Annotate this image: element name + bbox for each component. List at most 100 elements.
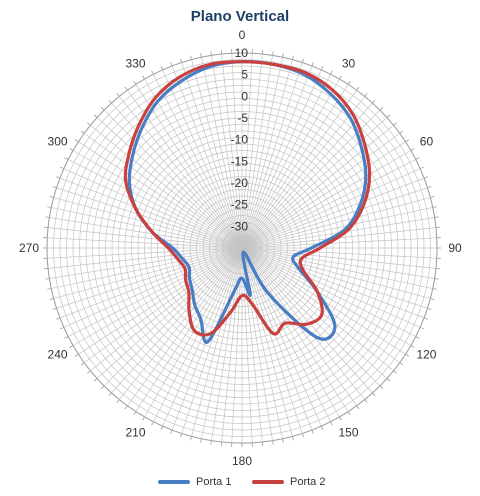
grid-spoke	[96, 247, 243, 379]
angle-tick-mark	[320, 425, 324, 430]
radial-tick-label: -5	[237, 111, 248, 125]
radial-tick-label: 5	[241, 68, 248, 82]
grid-spoke	[144, 247, 243, 418]
angle-tick-mark	[133, 411, 137, 416]
angle-tick-mark	[356, 86, 360, 91]
angle-tick-mark	[272, 440, 274, 445]
angle-tick-mark	[56, 317, 61, 320]
grid-spoke	[241, 54, 263, 249]
grid-spoke	[181, 62, 243, 249]
angle-tick-mark	[116, 399, 120, 403]
grid-spoke	[241, 207, 433, 249]
grid-spoke	[241, 247, 416, 337]
angle-tick-mark	[200, 53, 202, 58]
angle-tick-mark	[64, 336, 69, 339]
angle-tick-mark	[142, 416, 145, 421]
grid-spoke	[241, 168, 421, 249]
grid-spoke	[241, 65, 313, 249]
grid-spoke	[241, 150, 412, 249]
angle-label: 210	[125, 425, 145, 439]
radial-tick-label: -30	[231, 219, 249, 233]
angle-tick-mark	[80, 130, 85, 134]
angle-tick-mark	[427, 186, 432, 189]
angle-label: 300	[48, 135, 68, 149]
grid-spoke	[221, 247, 243, 442]
angle-tick-mark	[410, 345, 415, 348]
grid-spoke	[144, 78, 243, 249]
grid-spoke	[111, 102, 243, 249]
grid-spoke	[241, 197, 431, 249]
grid-spoke	[241, 247, 313, 431]
legend: Porta 1 Porta 2	[0, 476, 480, 494]
grid-spoke	[59, 177, 243, 249]
grid-spoke	[241, 90, 357, 249]
angle-tick-mark	[386, 378, 391, 382]
grid-spoke	[241, 96, 365, 249]
legend-item: Porta 2	[252, 476, 325, 488]
angle-tick-mark	[364, 399, 368, 403]
grid-spoke	[68, 247, 243, 337]
grid-spoke	[63, 247, 243, 328]
series-line-porta-1	[127, 60, 368, 344]
grid-spoke	[201, 57, 243, 249]
angle-tick-mark	[423, 176, 428, 179]
angle-label: 150	[338, 425, 358, 439]
angle-tick-mark	[47, 288, 52, 290]
grid-spoke	[56, 187, 243, 249]
grid-spoke	[171, 247, 243, 431]
grid-spoke	[51, 247, 243, 289]
legend-label: Porta 1	[196, 476, 232, 488]
grid-spoke	[49, 247, 243, 279]
angle-tick-mark	[415, 336, 420, 339]
angle-tick-mark	[47, 206, 52, 208]
grid-spoke	[241, 69, 322, 249]
grid-spoke	[78, 247, 243, 355]
angle-tick-mark	[330, 421, 333, 426]
grid-spoke	[241, 247, 322, 427]
grid-spoke	[241, 133, 400, 249]
angle-tick-mark	[116, 93, 120, 97]
grid-spoke	[135, 247, 243, 412]
radial-tick-labels: 10 5 0 -5 -10 -15 -20 -25 -30	[231, 46, 249, 233]
grid-spoke	[211, 55, 243, 249]
angle-tick-mark	[432, 206, 437, 208]
angle-tick-mark	[379, 385, 383, 389]
angle-tick-mark	[427, 307, 432, 310]
angle-label: 0	[239, 28, 246, 42]
angle-tick-mark	[93, 378, 98, 382]
angle-tick-mark	[372, 99, 376, 104]
angle-label: 30	[342, 57, 356, 71]
angle-tick-mark	[432, 288, 437, 290]
angle-tick-mark	[364, 93, 368, 97]
grid-spoke	[162, 69, 243, 249]
grid-spoke	[241, 247, 388, 379]
legend-label: Porta 2	[290, 476, 326, 488]
grid-spoke	[241, 84, 349, 249]
angle-tick-mark	[180, 58, 183, 63]
angle-tick-mark	[372, 392, 376, 397]
angle-tick-mark	[399, 362, 404, 366]
angle-tick-mark	[74, 139, 79, 143]
radial-tick-label: 0	[241, 89, 248, 103]
angle-tick-mark	[339, 416, 342, 421]
angle-label: 330	[125, 57, 145, 71]
angle-labels: 0 30 60 90 120 150 180 210 240 270 300 330	[19, 28, 462, 468]
angle-tick-mark	[108, 392, 112, 397]
grid-spoke	[49, 217, 243, 249]
angle-tick-mark	[190, 55, 192, 60]
grid-spoke	[241, 57, 283, 249]
radial-tick-label: -25	[231, 198, 249, 212]
angle-tick-mark	[74, 353, 79, 357]
angle-label: 270	[19, 241, 39, 255]
grid-spoke	[201, 247, 243, 439]
angle-tick-mark	[330, 70, 333, 75]
angle-tick-mark	[45, 216, 50, 218]
grid-spoke	[72, 150, 243, 249]
angle-tick-mark	[101, 107, 105, 111]
angle-label: 240	[48, 348, 68, 362]
grid-spoke	[241, 247, 431, 299]
angle-tick-mark	[160, 66, 164, 71]
angle-tick-mark	[45, 278, 50, 280]
series-line-porta-2	[123, 60, 372, 337]
grid-spoke	[84, 247, 243, 363]
